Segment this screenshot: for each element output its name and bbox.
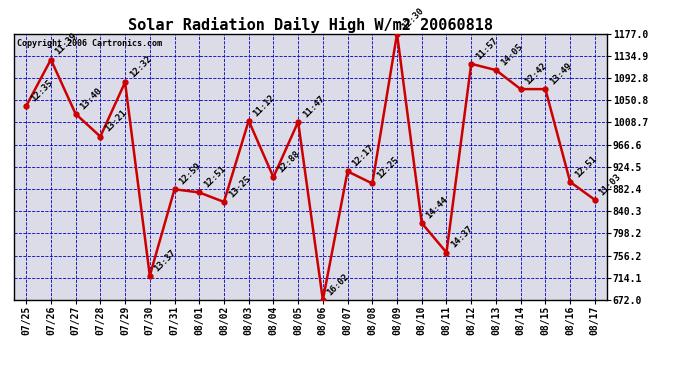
Text: 11:39: 11:39 <box>54 32 79 57</box>
Text: 12:59: 12:59 <box>177 161 203 186</box>
Text: 13:25: 13:25 <box>227 174 252 199</box>
Text: 13:21: 13:21 <box>103 108 128 134</box>
Text: 12:35: 12:35 <box>29 78 55 103</box>
Text: 12:51: 12:51 <box>573 154 598 179</box>
Text: 12:30: 12:30 <box>400 6 425 31</box>
Text: 11:12: 11:12 <box>251 93 277 118</box>
Text: 14:37: 14:37 <box>449 224 475 250</box>
Text: 12:51: 12:51 <box>202 164 228 190</box>
Text: 13:37: 13:37 <box>152 248 178 273</box>
Text: 12:42: 12:42 <box>524 61 549 86</box>
Text: 12:25: 12:25 <box>375 155 400 181</box>
Text: 11:03: 11:03 <box>598 172 623 197</box>
Text: 13:40: 13:40 <box>79 86 103 111</box>
Text: 12:32: 12:32 <box>128 54 153 80</box>
Text: 12:88: 12:88 <box>276 149 302 174</box>
Text: Copyright 2006 Cartronics.com: Copyright 2006 Cartronics.com <box>17 39 161 48</box>
Text: 13:49: 13:49 <box>548 61 573 86</box>
Text: 14:05: 14:05 <box>499 42 524 68</box>
Text: 11:57: 11:57 <box>474 36 500 61</box>
Text: 14:44: 14:44 <box>424 195 450 220</box>
Title: Solar Radiation Daily High W/m2 20060818: Solar Radiation Daily High W/m2 20060818 <box>128 16 493 33</box>
Text: 11:47: 11:47 <box>301 94 326 119</box>
Text: 12:17: 12:17 <box>351 143 376 169</box>
Text: 16:02: 16:02 <box>326 272 351 297</box>
